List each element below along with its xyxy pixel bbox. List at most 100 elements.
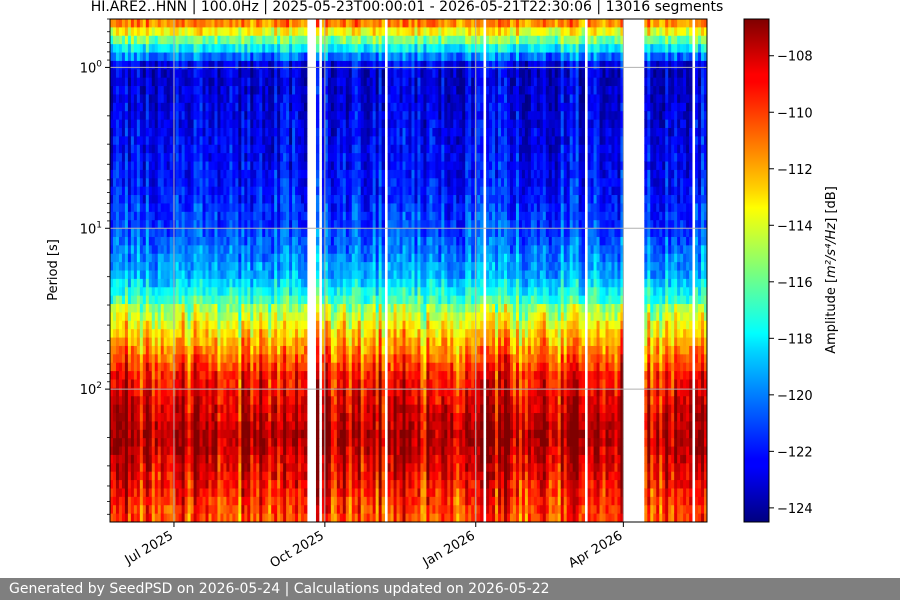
heatmap-cell <box>220 119 224 129</box>
heatmap-cell <box>110 287 114 297</box>
heatmap-cell <box>333 228 338 238</box>
heatmap-cell <box>130 94 135 104</box>
heatmap-cell <box>226 228 230 238</box>
heatmap-cell <box>360 19 365 28</box>
heatmap-cell <box>280 312 284 322</box>
heatmap-cell <box>121 421 126 431</box>
heatmap-cell <box>250 220 254 229</box>
heatmap-cell <box>247 278 251 288</box>
heatmap-cell <box>292 312 296 322</box>
heatmap-cell <box>145 77 150 87</box>
heatmap-cell <box>268 446 272 456</box>
heatmap-cell <box>336 27 341 37</box>
heatmap-cell <box>354 480 359 489</box>
heatmap-cell <box>202 136 206 146</box>
heatmap-cell <box>214 396 218 406</box>
heatmap-cell <box>145 153 150 162</box>
heatmap-cell <box>133 320 138 330</box>
heatmap-cell <box>241 27 245 37</box>
heatmap-cell <box>154 421 159 431</box>
heatmap-cell <box>324 77 329 87</box>
heatmap-cell <box>235 438 239 447</box>
heatmap-cell <box>259 505 263 515</box>
heatmap-cell <box>202 413 206 422</box>
heatmap-cell <box>298 413 302 422</box>
heatmap-cell <box>190 52 194 62</box>
heatmap-cell <box>244 144 248 154</box>
heatmap-cell <box>315 60 320 70</box>
heatmap-cell <box>154 513 159 523</box>
heatmap-cell <box>211 35 215 45</box>
heatmap-cell <box>238 404 242 414</box>
heatmap-cell <box>136 287 141 297</box>
heatmap-cell <box>298 111 302 120</box>
heatmap-cell <box>151 245 156 255</box>
heatmap-cell <box>208 404 212 414</box>
heatmap-cell <box>295 161 299 171</box>
heatmap-cell <box>330 195 335 204</box>
heatmap-cell <box>327 371 332 380</box>
heatmap-cell <box>181 245 186 255</box>
heatmap-cell <box>232 195 236 204</box>
heatmap-cell <box>256 304 260 313</box>
heatmap-cell <box>142 505 147 515</box>
heatmap-cell <box>256 44 260 53</box>
heatmap-cell <box>148 471 153 481</box>
heatmap-cell <box>348 136 353 146</box>
heatmap-cell <box>139 463 144 473</box>
heatmap-cell <box>271 354 275 364</box>
heatmap-cell <box>166 144 171 154</box>
heatmap-cell <box>196 178 200 188</box>
heatmap-cell <box>157 362 162 372</box>
heatmap-cell <box>211 253 215 263</box>
heatmap-cell <box>351 446 356 456</box>
heatmap-cell <box>178 262 183 271</box>
heatmap-cell <box>217 463 221 473</box>
heatmap-cell <box>244 488 248 498</box>
heatmap-cell <box>208 169 212 179</box>
heatmap-cell <box>235 195 239 204</box>
heatmap-cell <box>175 253 180 263</box>
heatmap-cell <box>339 119 344 129</box>
heatmap-cell <box>205 387 209 397</box>
heatmap-cell <box>283 44 287 53</box>
heatmap-cell <box>142 144 147 154</box>
heatmap-cell <box>247 52 251 62</box>
heatmap-cell <box>196 379 200 389</box>
heatmap-cell <box>321 169 326 179</box>
heatmap-cell <box>289 329 293 338</box>
heatmap-cell <box>333 379 338 389</box>
heatmap-cell <box>348 421 353 431</box>
heatmap-cell <box>115 52 120 62</box>
heatmap-cell <box>330 488 335 498</box>
heatmap-cell <box>295 245 299 255</box>
heatmap-cell <box>315 195 320 204</box>
heatmap-cell <box>148 446 153 456</box>
heatmap-cell <box>292 86 296 95</box>
heatmap-cell <box>324 471 329 481</box>
heatmap-cell <box>241 371 245 380</box>
heatmap-cell <box>211 371 215 380</box>
heatmap-cell <box>351 354 356 364</box>
heatmap-cell <box>124 396 129 406</box>
heatmap-cell <box>184 253 189 263</box>
heatmap-cell <box>121 253 126 263</box>
heatmap-cell <box>336 387 341 397</box>
heatmap-cell <box>208 304 212 313</box>
heatmap-cell <box>265 102 269 112</box>
heatmap-cell <box>139 371 144 380</box>
heatmap-cell <box>292 102 296 112</box>
heatmap-cell <box>265 505 269 515</box>
heatmap-cell <box>178 413 183 422</box>
heatmap-cell <box>127 471 132 481</box>
heatmap-cell <box>268 320 272 330</box>
heatmap-cell <box>342 278 347 288</box>
heatmap-cell <box>351 44 356 53</box>
heatmap-cell <box>259 211 263 221</box>
heatmap-cell <box>142 404 147 414</box>
heatmap-cell <box>265 153 269 162</box>
heatmap-cell <box>327 94 332 104</box>
heatmap-cell <box>351 295 356 305</box>
heatmap-cell <box>110 387 114 397</box>
heatmap-cell <box>130 44 135 53</box>
